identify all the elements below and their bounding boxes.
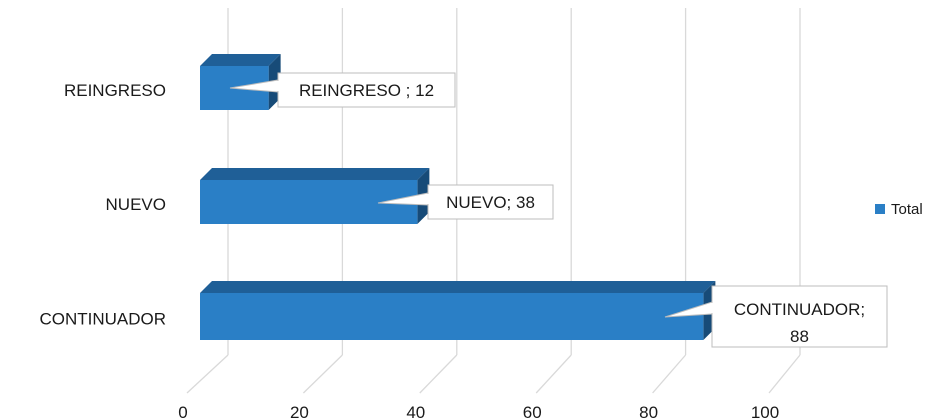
legend: Total <box>875 201 923 218</box>
x-tick-label: 40 <box>406 403 425 420</box>
x-tick-label: 20 <box>290 403 309 420</box>
bar-top <box>200 54 281 66</box>
data-labels: REINGRESO ; 12 NUEVO; 38 CONTINUADOR; 88 <box>229 72 888 348</box>
data-label: CONTINUADOR; 88 <box>734 300 865 346</box>
category-label: CONTINUADOR <box>39 310 166 329</box>
floor-gridline <box>535 354 572 394</box>
bar <box>200 293 704 340</box>
x-tick-label: 60 <box>523 403 542 420</box>
legend-swatch <box>875 204 885 214</box>
callout-box <box>711 285 888 348</box>
bar-top <box>200 168 430 180</box>
x-tick-label: 80 <box>639 403 658 420</box>
category-label: NUEVO <box>106 195 166 214</box>
floor-gridline <box>186 354 229 394</box>
legend-label: Total <box>891 201 923 218</box>
bar-top <box>200 281 716 293</box>
floor-gridline <box>419 354 458 394</box>
callout-box <box>427 184 554 220</box>
x-tick-labels: 0 20 40 60 80 100 <box>178 403 779 420</box>
floor-gridline <box>302 354 343 394</box>
bars <box>200 54 716 340</box>
floor-gridline <box>768 354 801 394</box>
category-labels: REINGRESO NUEVO CONTINUADOR <box>39 81 166 329</box>
category-label: REINGRESO <box>64 81 166 100</box>
x-tick-label: 100 <box>751 403 779 420</box>
data-label: REINGRESO ; 12 <box>299 81 434 100</box>
x-tick-label: 0 <box>178 403 187 420</box>
data-label: NUEVO; 38 <box>446 193 535 212</box>
floor-gridline <box>652 354 687 394</box>
